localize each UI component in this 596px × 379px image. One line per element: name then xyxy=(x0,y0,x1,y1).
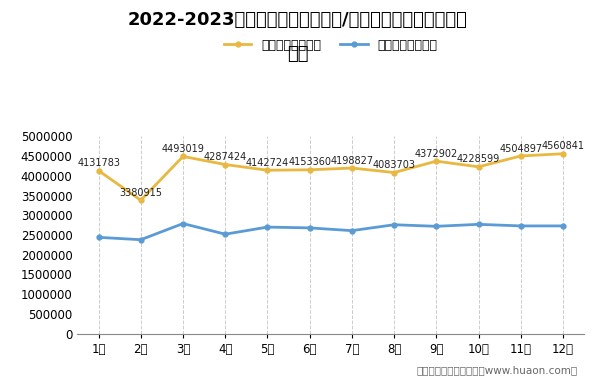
出口额（万美元） xyxy=(517,153,524,158)
Text: 4083703: 4083703 xyxy=(372,160,415,170)
Text: 4228599: 4228599 xyxy=(457,155,500,164)
进口额（万美元） xyxy=(475,222,482,227)
Text: 4372902: 4372902 xyxy=(415,149,458,159)
进口额（万美元） xyxy=(517,224,524,228)
进口额（万美元） xyxy=(433,224,440,229)
Text: 3380915: 3380915 xyxy=(119,188,162,198)
Text: 4287424: 4287424 xyxy=(204,152,247,162)
进口额（万美元） xyxy=(95,235,102,240)
出口额（万美元） xyxy=(137,198,144,202)
出口额（万美元） xyxy=(306,168,313,172)
出口额（万美元） xyxy=(222,162,229,167)
Line: 出口额（万美元）: 出口额（万美元） xyxy=(96,151,566,203)
出口额（万美元） xyxy=(433,159,440,163)
出口额（万美元） xyxy=(475,164,482,169)
Text: 4142724: 4142724 xyxy=(246,158,289,168)
Text: 制图：华经产业研究院（www.huaon.com）: 制图：华经产业研究院（www.huaon.com） xyxy=(417,365,578,375)
Legend: 出口额（万美元）, 进口额（万美元）: 出口额（万美元）, 进口额（万美元） xyxy=(219,34,443,57)
出口额（万美元） xyxy=(95,168,102,173)
Text: 4153360: 4153360 xyxy=(288,157,331,168)
进口额（万美元） xyxy=(137,237,144,242)
进口额（万美元） xyxy=(222,232,229,236)
进口额（万美元） xyxy=(179,221,187,226)
出口额（万美元） xyxy=(390,170,398,175)
Text: 4493019: 4493019 xyxy=(162,144,204,154)
Text: 4131783: 4131783 xyxy=(77,158,120,168)
进口额（万美元） xyxy=(560,224,567,228)
Text: 4560841: 4560841 xyxy=(542,141,585,151)
Line: 进口额（万美元）: 进口额（万美元） xyxy=(96,221,566,242)
Text: 4198827: 4198827 xyxy=(330,156,374,166)
Text: 2022-2023年江苏省（境内目的地/货源地）进、出口额月度: 2022-2023年江苏省（境内目的地/货源地）进、出口额月度 xyxy=(128,11,468,29)
Text: 4504897: 4504897 xyxy=(499,144,542,153)
出口额（万美元） xyxy=(264,168,271,172)
出口额（万美元） xyxy=(348,166,355,170)
进口额（万美元） xyxy=(264,225,271,229)
出口额（万美元） xyxy=(179,154,187,159)
进口额（万美元） xyxy=(390,222,398,227)
进口额（万美元） xyxy=(306,226,313,230)
Text: 统计: 统计 xyxy=(287,45,309,63)
出口额（万美元） xyxy=(560,152,567,156)
进口额（万美元） xyxy=(348,229,355,233)
